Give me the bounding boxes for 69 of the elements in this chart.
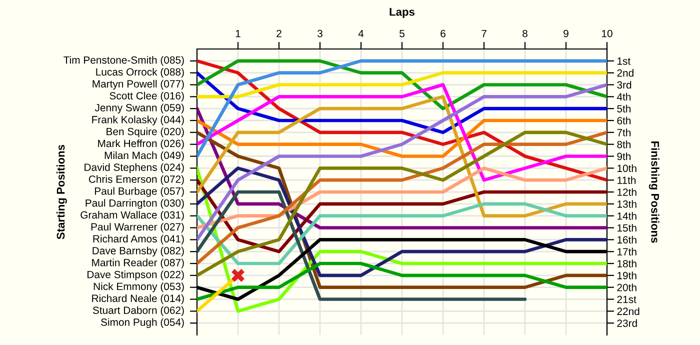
line-series [197, 166, 607, 230]
text: Martin Reader (087) [92, 258, 184, 268]
text: Milan Mach (049) [104, 151, 184, 162]
text: Paul Warrener (027) [91, 222, 184, 233]
y-tick-label: 21st [617, 296, 636, 304]
y-tick-label: 6th [617, 116, 631, 124]
line-series [197, 166, 607, 278]
line-series [197, 59, 607, 110]
x-tick-label: 7 [482, 30, 486, 38]
line-series [197, 262, 607, 301]
x-tick-label: 9 [564, 30, 568, 38]
y-tick-label: 4th [616, 92, 631, 101]
y-tick-label: 23rd [617, 319, 637, 327]
text: David Stephens (024) [84, 163, 184, 174]
y-tick-label: 15th [618, 224, 636, 232]
text: Tim Penstone-Smith (085) [64, 56, 184, 66]
text: Simon Pugh (054) [101, 318, 184, 328]
text: Richard Amos (041) [93, 234, 184, 245]
text: Chris Emerson (072) [88, 175, 184, 185]
line-series [197, 59, 607, 158]
y-tick-label: 22nd [617, 307, 640, 316]
y-tick-label: 20th [617, 284, 636, 292]
text: Paul Burbage (057) [95, 187, 184, 197]
x-tick-label: 8 [522, 30, 528, 38]
y-tick-label: 7th [617, 128, 631, 136]
line-series [197, 83, 607, 182]
y-tick-label: 5th [617, 104, 631, 112]
x-tick-label: 1 [236, 30, 240, 38]
text: Ben Squire (020) [106, 128, 184, 138]
y-tick-label: 18th [618, 260, 636, 268]
y-tick-label: 9th [617, 152, 631, 160]
text: Graham Wallace (031) [80, 210, 184, 221]
x-tick-label: 3 [318, 30, 322, 38]
y-tick-label: 17th [618, 248, 636, 256]
y-axis-title: Finishing Positions [648, 142, 660, 243]
text: Scott Clee (016) [110, 92, 184, 102]
y-tick-label: 10th [618, 164, 636, 172]
text: Starting Positions [56, 144, 67, 240]
line-series [197, 71, 607, 134]
y-tick-label: 12th [618, 188, 636, 196]
text: Dave Barnsby (082) [92, 246, 184, 256]
y-tick-label: 16th [618, 236, 636, 244]
text: Richard Neale (014) [92, 294, 184, 304]
y-tick-label: 3rd [617, 80, 632, 89]
text: Frank Kolasky (044) [92, 116, 184, 126]
text: Mark Heffron (026) [98, 139, 184, 150]
x-tick-label: 4 [358, 30, 364, 38]
x-tick-label: 2 [276, 30, 282, 38]
line-series [197, 178, 607, 254]
y-tick-label: 2nd [617, 69, 634, 77]
y-tick-label: 8th [617, 140, 631, 148]
y-tick-label: 13th [618, 200, 636, 208]
text: Nick Emmony (053) [94, 282, 184, 292]
y-tick-label: 14th [618, 212, 636, 220]
y-tick-label: 1st [618, 58, 631, 65]
x-axis-title: Laps [390, 8, 415, 18]
y-tick-label: 19th [618, 272, 636, 280]
line-series [197, 94, 607, 218]
text: Martyn Powell (077) [92, 80, 184, 90]
y-tick-label: 11th [618, 176, 636, 184]
x-tick-label: 10 [602, 30, 612, 38]
text: Paul Darrington (030) [86, 199, 184, 209]
text: Lucas Orrock (088) [96, 68, 184, 78]
text: Stuart Daborn (062) [92, 306, 184, 316]
text: Dave Stimpson (022) [88, 270, 184, 280]
text: Jenny Swann (059) [94, 104, 184, 114]
line-series [197, 83, 607, 242]
x-tick-label: 6 [440, 30, 446, 38]
x-tick-label: 5 [400, 30, 404, 38]
